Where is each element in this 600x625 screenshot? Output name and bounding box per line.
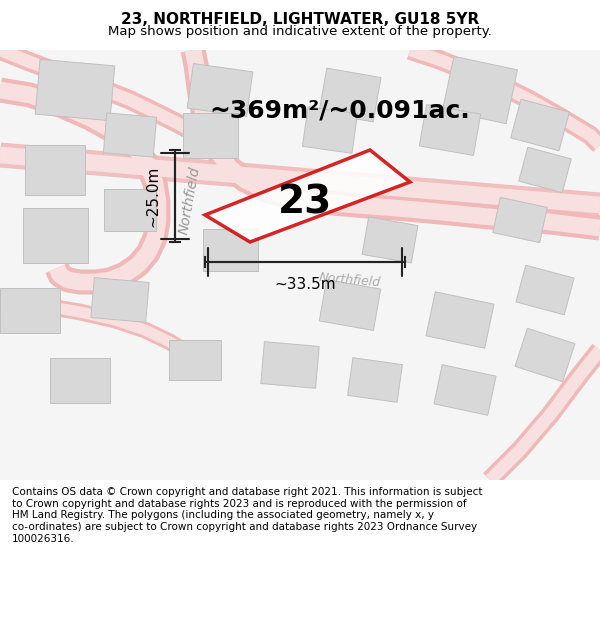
Bar	[516, 265, 574, 315]
Bar	[319, 279, 381, 331]
Bar	[103, 113, 157, 157]
Bar	[0, 288, 60, 332]
Bar	[182, 112, 238, 158]
Bar	[23, 208, 88, 262]
Bar	[434, 365, 496, 415]
Bar	[347, 357, 403, 402]
Text: Northfield: Northfield	[177, 165, 203, 235]
Bar	[319, 68, 381, 122]
Bar	[302, 107, 358, 153]
Bar	[169, 340, 221, 380]
Bar	[261, 342, 319, 388]
Bar	[25, 145, 85, 195]
Bar	[426, 292, 494, 348]
Bar	[187, 64, 253, 116]
Bar	[419, 104, 481, 156]
Bar	[519, 148, 571, 192]
Text: Northfield: Northfield	[319, 271, 382, 289]
Text: ~33.5m: ~33.5m	[274, 277, 336, 292]
Bar	[442, 56, 518, 124]
Bar	[493, 198, 547, 242]
Bar	[35, 59, 115, 121]
Text: 23: 23	[278, 183, 332, 221]
Bar	[203, 229, 257, 271]
Bar	[511, 99, 569, 151]
Bar	[91, 278, 149, 322]
Polygon shape	[205, 150, 410, 242]
Text: Contains OS data © Crown copyright and database right 2021. This information is : Contains OS data © Crown copyright and d…	[12, 488, 482, 544]
Text: ~25.0m: ~25.0m	[145, 165, 160, 227]
Bar	[515, 328, 575, 382]
Bar	[104, 189, 156, 231]
Bar	[50, 357, 110, 402]
Text: Map shows position and indicative extent of the property.: Map shows position and indicative extent…	[108, 24, 492, 38]
Text: 23, NORTHFIELD, LIGHTWATER, GU18 5YR: 23, NORTHFIELD, LIGHTWATER, GU18 5YR	[121, 12, 479, 28]
Bar	[362, 217, 418, 263]
Text: ~369m²/~0.091ac.: ~369m²/~0.091ac.	[209, 98, 470, 122]
